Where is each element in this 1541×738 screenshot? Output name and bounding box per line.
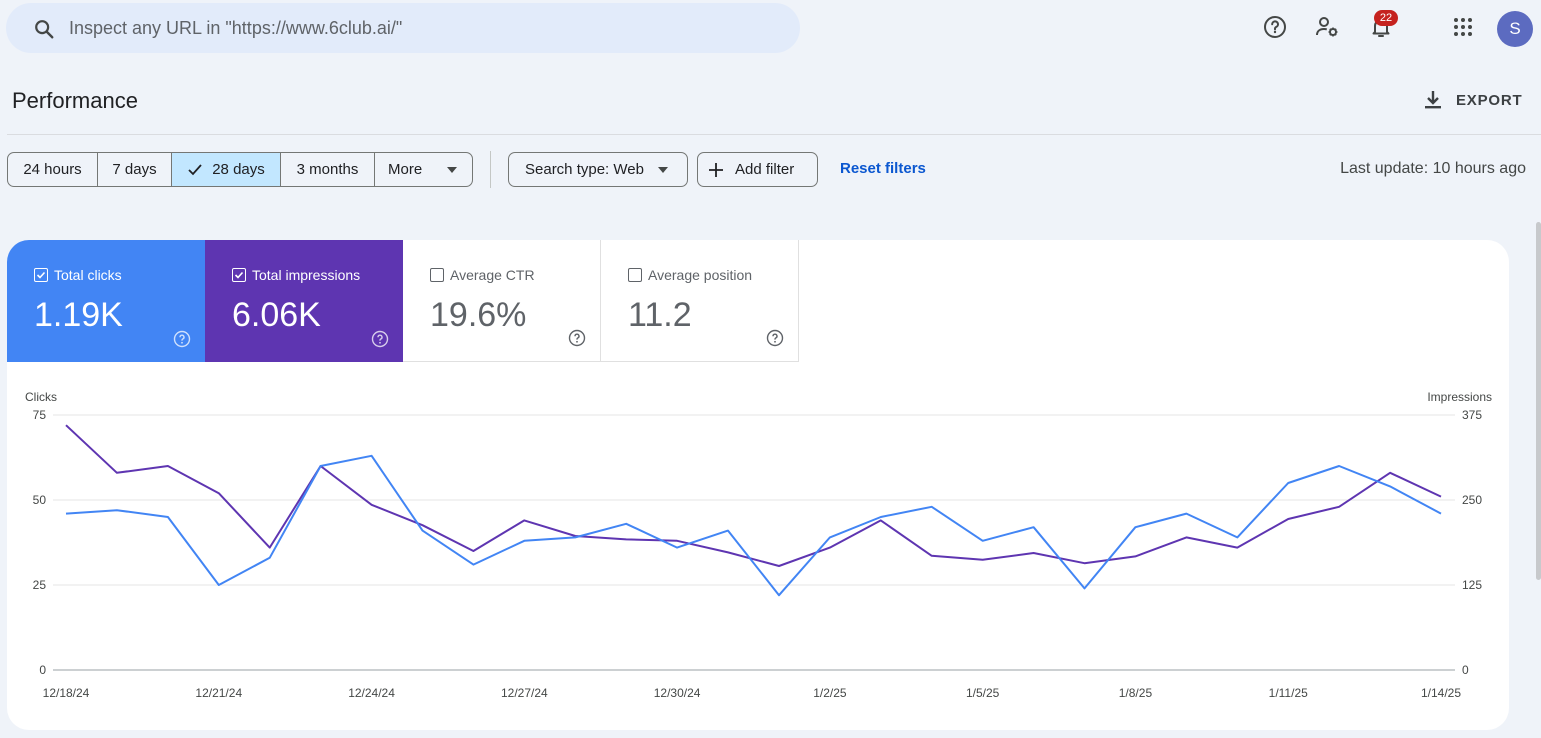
checkbox-checked[interactable] — [34, 268, 48, 282]
checkbox-unchecked[interactable] — [628, 268, 642, 282]
metric-value: 11.2 — [628, 296, 692, 334]
filter-divider — [490, 151, 491, 188]
page-title: Performance — [12, 88, 138, 113]
range-label: 3 months — [296, 161, 359, 178]
range-label: 7 days — [112, 161, 157, 178]
reset-filters-link[interactable]: Reset filters — [840, 160, 926, 177]
export-label: EXPORT — [1456, 91, 1523, 109]
help-icon[interactable] — [1262, 14, 1288, 40]
metric-average-position[interactable]: Average position 11.2 — [601, 240, 799, 362]
notification-count-badge: 22 — [1374, 10, 1398, 26]
plus-icon — [709, 162, 723, 177]
help-icon[interactable] — [173, 330, 191, 348]
export-button[interactable]: EXPORT — [1422, 86, 1522, 114]
apps-icon[interactable] — [1450, 14, 1476, 40]
metric-total-clicks[interactable]: Total clicks 1.19K — [7, 240, 205, 362]
date-range-selector: 24 hours 7 days 28 days 3 months More — [7, 152, 473, 187]
metric-average-ctr[interactable]: Average CTR 19.6% — [403, 240, 601, 362]
range-label: More — [388, 161, 423, 178]
metric-value: 1.19K — [34, 296, 123, 334]
metric-label: Average CTR — [450, 267, 535, 283]
search-type-label: Search type: Web — [525, 161, 644, 178]
metric-label: Total impressions — [252, 267, 361, 283]
range-3-months[interactable]: 3 months — [281, 153, 375, 186]
download-icon — [1425, 91, 1441, 109]
scrollbar[interactable] — [1536, 222, 1541, 580]
performance-card: Total clicks 1.19K Total impressions 6.0… — [7, 240, 1509, 730]
divider — [7, 134, 1541, 135]
help-icon[interactable] — [371, 330, 389, 348]
add-filter-label: Add filter — [735, 161, 795, 178]
checkbox-checked[interactable] — [232, 268, 246, 282]
search-bar[interactable] — [6, 3, 800, 53]
range-label: 24 hours — [23, 161, 82, 178]
add-filter-button[interactable]: Add filter — [697, 152, 818, 187]
search-icon — [35, 20, 54, 39]
search-input[interactable] — [69, 3, 769, 53]
metric-label: Total clicks — [54, 267, 122, 283]
search-type-dropdown[interactable]: Search type: Web — [508, 152, 688, 187]
metric-total-impressions[interactable]: Total impressions 6.06K — [205, 240, 403, 362]
range-7-days[interactable]: 7 days — [98, 153, 172, 186]
help-icon[interactable] — [766, 329, 784, 347]
range-label: 28 days — [212, 161, 265, 178]
help-icon[interactable] — [568, 329, 586, 347]
range-more-dropdown[interactable]: More — [375, 153, 472, 186]
metric-value: 19.6% — [430, 296, 527, 334]
caret-down-icon — [657, 166, 668, 173]
metric-label: Average position — [648, 267, 753, 283]
checkbox-unchecked[interactable] — [430, 268, 444, 282]
range-28-days[interactable]: 28 days — [172, 153, 281, 186]
range-24-hours[interactable]: 24 hours — [8, 153, 98, 186]
check-icon — [188, 163, 202, 175]
metric-value: 6.06K — [232, 296, 321, 334]
last-update-text: Last update: 10 hours ago — [1340, 160, 1526, 177]
manage-users-icon[interactable] — [1314, 14, 1340, 40]
avatar[interactable]: S — [1497, 11, 1533, 47]
caret-down-icon — [447, 166, 458, 173]
